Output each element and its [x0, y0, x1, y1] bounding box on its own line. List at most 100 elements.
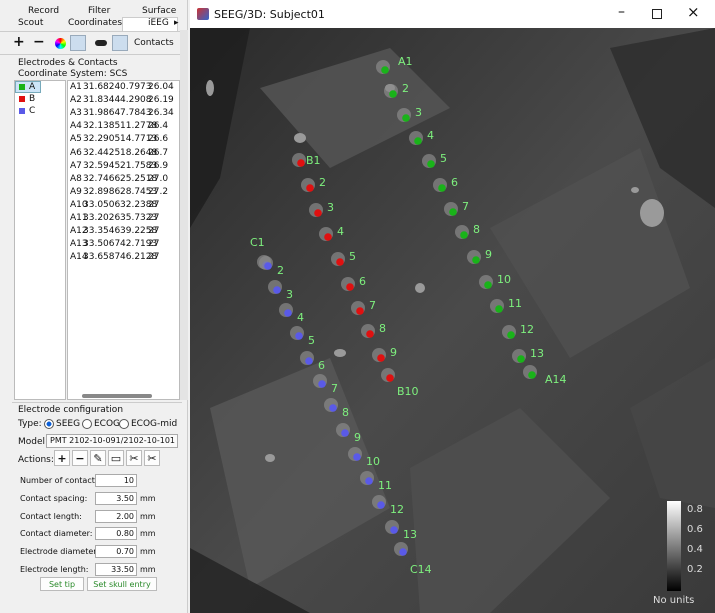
table-cell[interactable]: A7: [70, 161, 82, 171]
contact-label: 11: [508, 297, 522, 310]
table-cell[interactable]: 32.8986: [83, 187, 120, 197]
table-cell[interactable]: A4: [70, 121, 82, 131]
3d-view[interactable]: A12345678910111213A14B123456789B10C12345…: [190, 28, 715, 613]
tab[interactable]: Record: [28, 6, 59, 16]
contacts-toggle[interactable]: [112, 35, 128, 51]
display-icon[interactable]: [95, 40, 107, 46]
table-cell[interactable]: A8: [70, 174, 82, 184]
contact: [324, 233, 332, 241]
h-scroll-arrow[interactable]: [180, 30, 188, 400]
table-cell[interactable]: 27: [148, 200, 159, 210]
table-cell[interactable]: 0.7973: [120, 82, 152, 92]
table-cell[interactable]: 26.34: [148, 108, 174, 118]
radio-label[interactable]: ECOG-mid: [131, 419, 177, 429]
contact: [336, 258, 344, 266]
radio[interactable]: [82, 419, 92, 429]
table-cell[interactable]: 31.6824: [83, 82, 120, 92]
table-cell[interactable]: 31.8344: [83, 95, 120, 105]
contact: [390, 526, 398, 534]
table-cell[interactable]: A1: [70, 82, 82, 92]
field-input[interactable]: 0.80: [95, 527, 137, 540]
table-cell[interactable]: 27.2: [148, 187, 168, 197]
tab[interactable]: Filter: [88, 6, 110, 16]
table-cell[interactable]: 4.2908: [120, 95, 152, 105]
table-cell[interactable]: 26.9: [148, 161, 168, 171]
table-cell[interactable]: 32.1385: [83, 121, 120, 131]
add-button[interactable]: +: [13, 34, 25, 50]
button[interactable]: Set skull entry: [87, 577, 157, 591]
field-input[interactable]: 33.50: [95, 563, 137, 576]
contact: [386, 374, 394, 382]
contact: [495, 305, 503, 313]
colorbar-tick: 0.4: [687, 544, 703, 555]
contact: [460, 231, 468, 239]
tab[interactable]: Scout: [18, 18, 43, 28]
eye-button[interactable]: [70, 35, 86, 51]
contact-label: 2: [402, 82, 409, 95]
contact: [353, 453, 361, 461]
contact-label: 11: [378, 479, 392, 492]
tab[interactable]: iEEG: [148, 18, 169, 28]
contact-label: 8: [342, 406, 349, 419]
contact-label: 10: [366, 455, 380, 468]
color-icon[interactable]: [55, 38, 66, 49]
tab[interactable]: Surface: [142, 6, 176, 16]
model-dropdown[interactable]: PMT 2102-10-091/2102-10-101: [46, 434, 178, 448]
table-cell[interactable]: 32.7466: [83, 174, 120, 184]
field-input[interactable]: 2.00: [95, 510, 137, 523]
radio[interactable]: [44, 419, 54, 429]
contacts-dropdown[interactable]: Contacts: [134, 38, 174, 48]
table-cell[interactable]: 33.5067: [83, 239, 120, 249]
table-cell[interactable]: A5: [70, 134, 82, 144]
left-panel: Record Filter Surface Scout Coordinates iEEG ▸…: [0, 0, 188, 613]
tab[interactable]: Coordinates: [68, 18, 122, 28]
table-cell[interactable]: 27: [148, 252, 159, 262]
table-cell[interactable]: 26.7: [148, 148, 168, 158]
action-button[interactable]: ▭: [108, 450, 124, 466]
button[interactable]: Set tip: [40, 577, 84, 591]
table-cell[interactable]: 26.6: [148, 134, 168, 144]
field-input[interactable]: 10: [95, 474, 137, 487]
table-cell[interactable]: A3: [70, 108, 82, 118]
table-cell[interactable]: 32.4425: [83, 148, 120, 158]
action-button[interactable]: +: [54, 450, 70, 466]
table-cell[interactable]: 33.3546: [83, 226, 120, 236]
radio-label[interactable]: SEEG: [56, 419, 80, 429]
radio-label[interactable]: ECOG: [94, 419, 120, 429]
field-label: Electrode diameter:: [20, 547, 99, 556]
close-button[interactable]: ×: [687, 3, 700, 21]
h-scrollbar[interactable]: [82, 394, 152, 398]
electrode-name[interactable]: C: [29, 106, 35, 116]
radio[interactable]: [119, 419, 129, 429]
table-cell[interactable]: 26.04: [148, 82, 174, 92]
table-cell[interactable]: 27: [148, 213, 159, 223]
table-cell[interactable]: 26.4: [148, 121, 168, 131]
field-input[interactable]: 0.70: [95, 545, 137, 558]
table-cell[interactable]: 7.7843: [120, 108, 152, 118]
maximize-button[interactable]: [652, 9, 662, 19]
table-cell[interactable]: 27: [148, 226, 159, 236]
electrode-name[interactable]: A: [29, 82, 35, 92]
table-cell[interactable]: 27: [148, 239, 159, 249]
field-input[interactable]: 3.50: [95, 492, 137, 505]
minimize-button[interactable]: –: [618, 4, 625, 20]
action-button[interactable]: ✂: [126, 450, 142, 466]
electrode-name[interactable]: B: [29, 94, 35, 104]
table-cell[interactable]: A2: [70, 95, 82, 105]
table-cell[interactable]: 31.9864: [83, 108, 120, 118]
table-cell[interactable]: 27.0: [148, 174, 168, 184]
table-cell[interactable]: 33.0506: [83, 200, 120, 210]
table-cell[interactable]: A6: [70, 148, 82, 158]
table-cell[interactable]: 33.2026: [83, 213, 120, 223]
table-cell[interactable]: 26.19: [148, 95, 174, 105]
surface-blob: [265, 454, 275, 462]
table-cell[interactable]: 32.5945: [83, 161, 120, 171]
table-cell[interactable]: 33.6587: [83, 252, 120, 262]
table-cell[interactable]: 32.2905: [83, 134, 120, 144]
action-button[interactable]: −: [72, 450, 88, 466]
tab-more[interactable]: ▸: [174, 18, 179, 28]
action-button[interactable]: ✂: [144, 450, 160, 466]
action-button[interactable]: ✎: [90, 450, 106, 466]
table-cell[interactable]: A9: [70, 187, 82, 197]
remove-button[interactable]: −: [33, 34, 45, 50]
